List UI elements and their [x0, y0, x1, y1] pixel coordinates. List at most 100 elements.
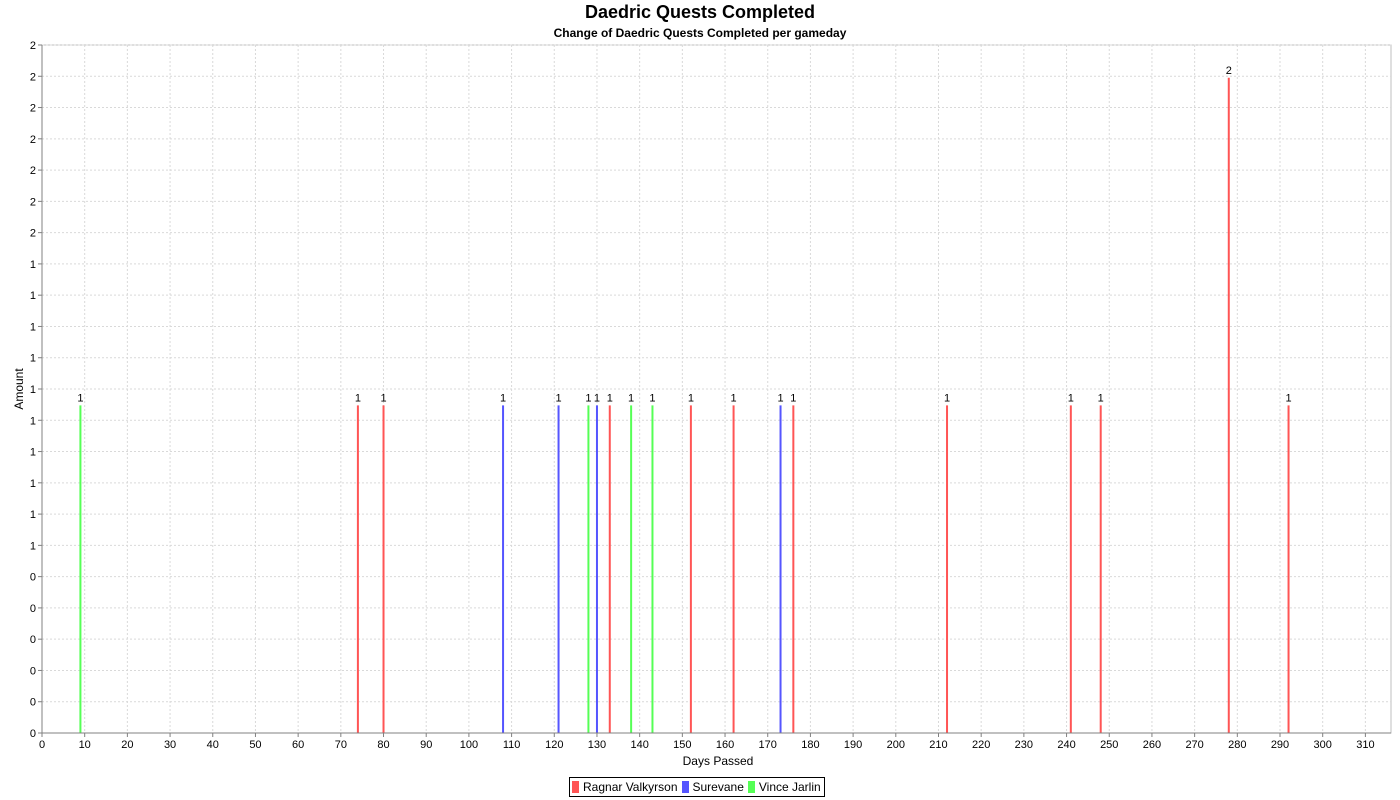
y-tick-label: 1: [30, 447, 36, 459]
bar: [502, 405, 505, 733]
y-tick-label: 2: [30, 196, 36, 208]
y-tick-label: 2: [30, 71, 36, 83]
x-tick-label: 10: [79, 739, 91, 751]
bar-value-label: 1: [649, 392, 655, 404]
legend-swatch: [747, 781, 755, 793]
y-tick-label: 1: [30, 509, 36, 521]
x-tick-label: 120: [545, 739, 563, 751]
x-tick-label: 100: [460, 739, 478, 751]
x-tick-label: 250: [1100, 739, 1118, 751]
chart-title: Daedric Quests Completed: [584, 2, 816, 22]
bar-value-label: 1: [688, 392, 694, 404]
y-tick-label: 1: [30, 259, 36, 271]
x-tick-label: 230: [1015, 739, 1033, 751]
y-tick-label: 1: [30, 353, 36, 365]
y-axis-title: Amount: [12, 368, 26, 410]
legend: Ragnar Valkyrson Surevane Vince Jarlin: [569, 777, 825, 797]
x-tick-label: 60: [292, 739, 304, 751]
x-tick-label: 140: [630, 739, 648, 751]
bar: [689, 405, 692, 733]
bar-value-label: 1: [594, 392, 600, 404]
y-tick-label: 0: [30, 603, 36, 615]
x-tick-label: 70: [335, 739, 347, 751]
x-tick-label: 310: [1356, 739, 1374, 751]
x-tick-label: 200: [887, 739, 905, 751]
bar: [587, 405, 590, 733]
legend-label: Ragnar Valkyrson: [583, 780, 678, 794]
x-tick-label: 170: [759, 739, 777, 751]
bar-value-label: 1: [555, 392, 561, 404]
y-tick-label: 2: [30, 165, 36, 177]
y-tick-label: 1: [30, 415, 36, 427]
y-tick-label: 0: [30, 572, 36, 584]
bar: [1287, 405, 1290, 733]
legend-label: Vince Jarlin: [758, 780, 821, 794]
y-tick-label: 0: [30, 634, 36, 646]
x-tick-label: 0: [39, 739, 45, 751]
bar: [732, 405, 735, 733]
x-tick-label: 270: [1185, 739, 1203, 751]
bar-value-label: 2: [1226, 65, 1232, 77]
bar: [1099, 405, 1102, 733]
x-tick-label: 90: [420, 739, 432, 751]
x-axis-title: Days Passed: [683, 754, 754, 768]
y-tick-label: 1: [30, 321, 36, 333]
bar-value-label: 1: [790, 392, 796, 404]
bar: [1069, 405, 1072, 733]
x-tick-label: 80: [377, 739, 389, 751]
x-tick-label: 210: [929, 739, 947, 751]
bar: [79, 405, 82, 733]
bar: [382, 405, 385, 733]
bar: [779, 405, 782, 733]
bar: [946, 405, 949, 733]
y-tick-label: 1: [30, 540, 36, 552]
x-tick-label: 110: [503, 739, 521, 751]
bar-value-label: 1: [585, 392, 591, 404]
bar: [792, 405, 795, 733]
bar-value-label: 1: [355, 392, 361, 404]
legend-item: Surevane: [681, 780, 744, 794]
x-tick-label: 160: [716, 739, 734, 751]
chart-subtitle: Change of Daedric Quests Completed per g…: [553, 26, 847, 40]
y-tick-label: 1: [30, 384, 36, 396]
x-tick-label: 130: [588, 739, 606, 751]
x-tick-label: 20: [121, 739, 133, 751]
x-tick-label: 40: [207, 739, 219, 751]
bar-value-label: 1: [731, 392, 737, 404]
x-tick-label: 190: [844, 739, 862, 751]
y-tick-label: 2: [30, 40, 36, 52]
bar-value-label: 1: [1098, 392, 1104, 404]
x-tick-label: 220: [972, 739, 990, 751]
bar-value-label: 1: [1285, 392, 1291, 404]
bar: [557, 405, 560, 733]
x-tick-label: 290: [1271, 739, 1289, 751]
bar-value-label: 1: [500, 392, 506, 404]
y-tick-label: 2: [30, 228, 36, 240]
bar-value-label: 1: [1068, 392, 1074, 404]
y-tick-label: 0: [30, 697, 36, 709]
x-tick-label: 150: [673, 739, 691, 751]
bar: [356, 405, 359, 733]
bar-value-label: 1: [777, 392, 783, 404]
bar-value-label: 1: [77, 392, 83, 404]
bar: [630, 405, 633, 733]
x-tick-label: 240: [1057, 739, 1075, 751]
bar-value-label: 1: [607, 392, 613, 404]
y-tick-label: 1: [30, 290, 36, 302]
legend-item: Vince Jarlin: [747, 780, 821, 794]
bar-value-label: 1: [628, 392, 634, 404]
y-tick-label: 2: [30, 134, 36, 146]
x-tick-label: 280: [1228, 739, 1246, 751]
bar: [595, 405, 598, 733]
y-tick-label: 0: [30, 728, 36, 740]
bar: [608, 405, 611, 733]
x-tick-label: 260: [1143, 739, 1161, 751]
bar: [1227, 77, 1230, 733]
legend-label: Surevane: [692, 780, 744, 794]
x-tick-label: 180: [801, 739, 819, 751]
legend-swatch: [572, 781, 579, 793]
x-tick-label: 300: [1314, 739, 1332, 751]
y-tick-label: 0: [30, 665, 36, 677]
plot-area: [41, 44, 1392, 734]
